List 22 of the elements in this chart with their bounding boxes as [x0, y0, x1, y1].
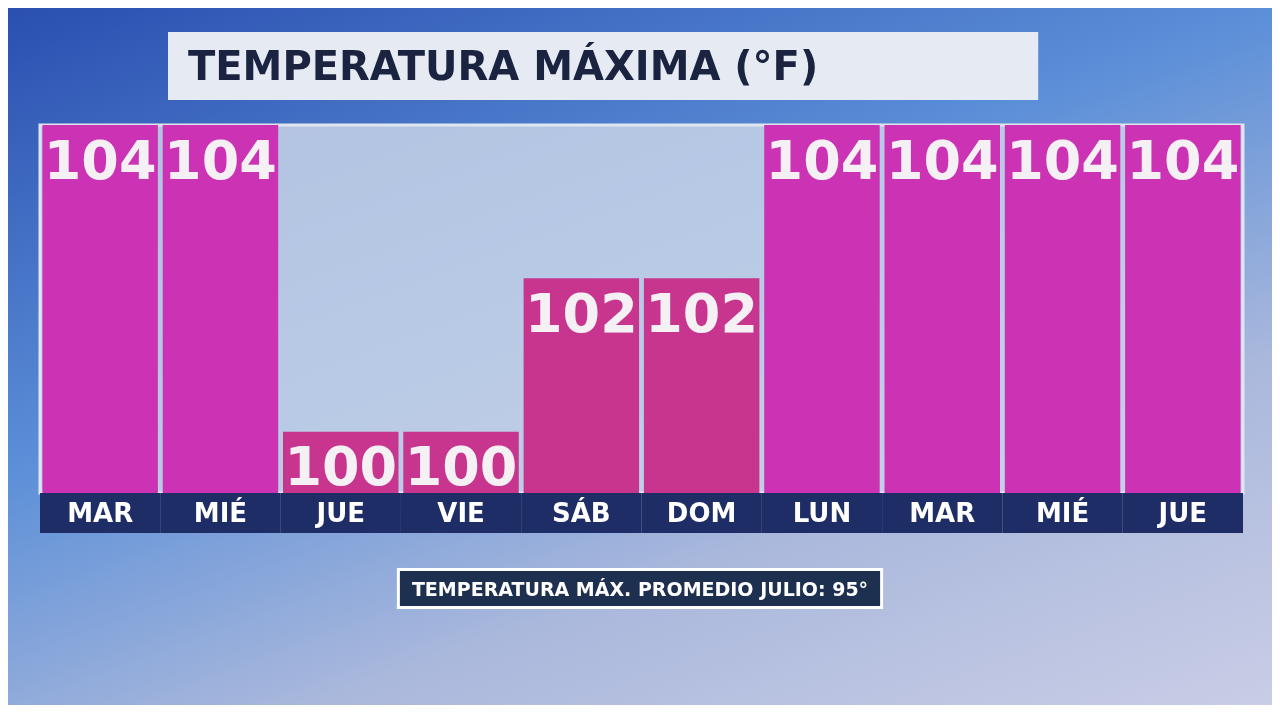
data-label: 104 — [885, 128, 999, 192]
x-tick-label: MAR — [67, 498, 134, 528]
data-label: 104 — [1126, 128, 1240, 192]
data-label: 104 — [164, 128, 277, 192]
data-label: 102 — [645, 281, 759, 345]
x-tick-label: MAR — [909, 498, 976, 528]
x-tick-label: MIÉ — [1035, 497, 1090, 528]
data-label: 104 — [43, 128, 157, 192]
data-label: 104 — [765, 128, 879, 192]
data-label: 104 — [1006, 128, 1119, 192]
x-tick-label: LUN — [792, 498, 852, 528]
x-tick-label: MIÉ — [193, 497, 248, 528]
text: TEMPERATURA MÁX. PROMEDIO JULIO: 95° — [411, 577, 869, 600]
x-tick-label: SÁB — [552, 497, 611, 528]
x-tick-label: JUE — [314, 498, 366, 528]
x-tick-label: DOM — [666, 498, 737, 528]
x-tick-label: VIE — [437, 498, 485, 528]
chart-title: TEMPERATURA MÁXIMA (°F) — [188, 42, 819, 89]
data-label: 100 — [404, 435, 518, 499]
data-label: 100 — [284, 435, 398, 499]
data-label: 102 — [524, 281, 638, 345]
x-tick-label: JUE — [1156, 498, 1208, 528]
